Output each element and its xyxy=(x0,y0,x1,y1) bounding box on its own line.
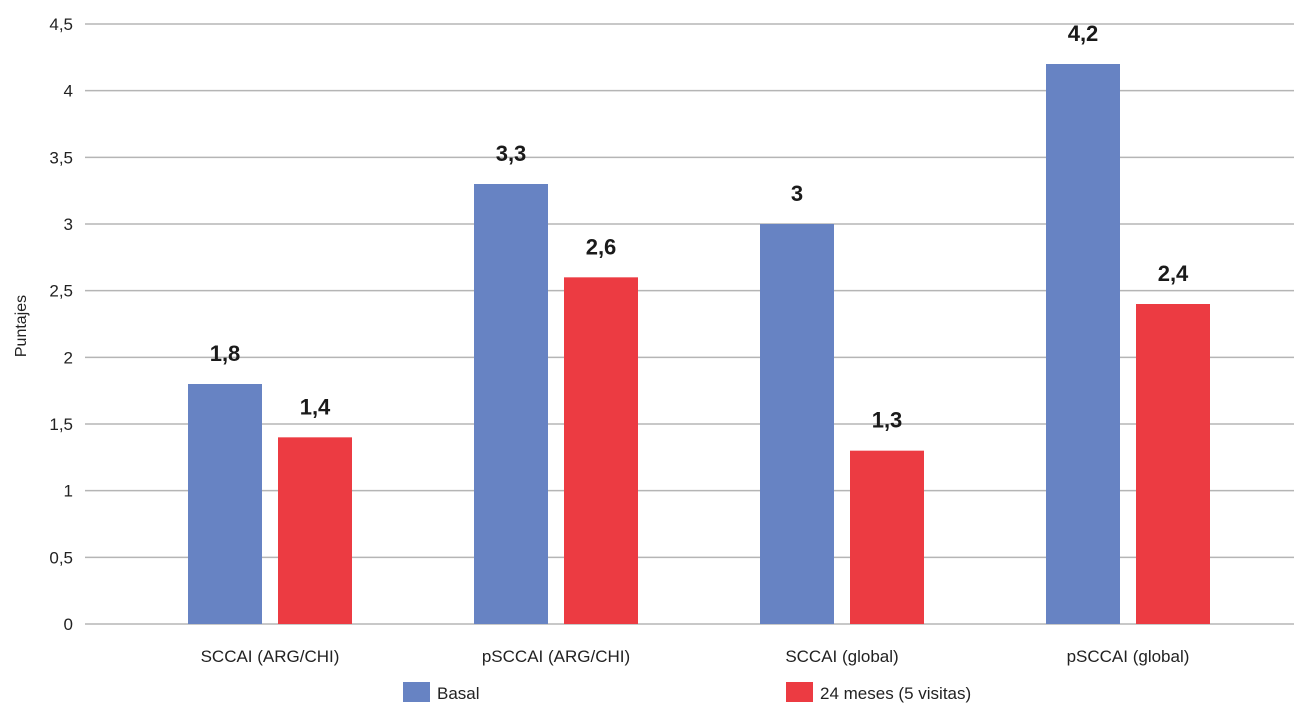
y-tick-label: 4 xyxy=(64,82,73,101)
bar-24-meses xyxy=(564,277,638,624)
y-tick-label: 3 xyxy=(64,215,73,234)
legend: Basal 24 meses (5 visitas) xyxy=(403,682,971,703)
x-category-label: SCCAI (ARG/CHI) xyxy=(201,647,340,666)
data-labels-layer: 1,8 3,3 3 4,2 1,4 2,6 1,3 2,4 xyxy=(210,21,1189,433)
y-tick-label: 1,5 xyxy=(49,415,73,434)
y-tick-label: 3,5 xyxy=(49,148,73,167)
bar-basal xyxy=(474,184,548,624)
data-label: 1,8 xyxy=(210,341,241,366)
data-label: 2,6 xyxy=(586,234,617,259)
data-label: 2,4 xyxy=(1158,261,1189,286)
y-tick-label: 0 xyxy=(64,615,73,634)
y-axis-ticks: 0 0,5 1 1,5 2 2,5 3 3,5 4 4,5 xyxy=(49,15,73,634)
data-label: 1,4 xyxy=(300,394,331,419)
bar-24-meses xyxy=(1136,304,1210,624)
data-label: 3,3 xyxy=(496,141,527,166)
legend-item: Basal xyxy=(403,682,480,703)
data-label: 1,3 xyxy=(872,408,903,433)
legend-item: 24 meses (5 visitas) xyxy=(786,682,971,703)
data-label: 4,2 xyxy=(1068,21,1099,46)
x-category-label: pSCCAI (global) xyxy=(1067,647,1190,666)
y-tick-label: 4,5 xyxy=(49,15,73,34)
x-axis-categories: SCCAI (ARG/CHI) pSCCAI (ARG/CHI) SCCAI (gl… xyxy=(201,647,1190,666)
y-tick-label: 1 xyxy=(64,482,73,501)
bar-24-meses xyxy=(850,450,924,624)
x-category-label: SCCAI (global) xyxy=(785,647,898,666)
legend-label: 24 meses (5 visitas) xyxy=(820,684,971,703)
legend-swatch xyxy=(786,682,813,702)
y-tick-label: 0,5 xyxy=(49,548,73,567)
bars-layer xyxy=(188,64,1210,624)
bar-basal xyxy=(760,224,834,624)
x-category-label: pSCCAI (ARG/CHI) xyxy=(482,647,630,666)
y-tick-label: 2 xyxy=(64,348,73,367)
bar-24-meses xyxy=(278,437,352,624)
bar-basal xyxy=(1046,64,1120,624)
data-label: 3 xyxy=(791,181,803,206)
bar-basal xyxy=(188,384,262,624)
legend-swatch xyxy=(403,682,430,702)
y-axis-title: Puntajes xyxy=(13,295,30,357)
y-tick-label: 2,5 xyxy=(49,282,73,301)
legend-label: Basal xyxy=(437,684,480,703)
